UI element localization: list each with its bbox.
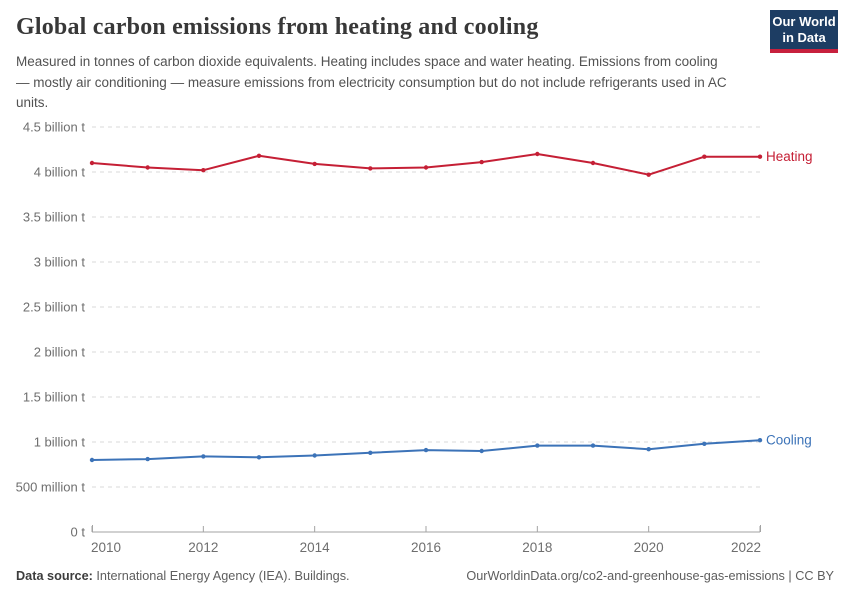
owid-logo-line2: in Data bbox=[782, 30, 826, 45]
heating-data-point[interactable] bbox=[646, 172, 651, 177]
chart-subtitle: Measured in tonnes of carbon dioxide equ… bbox=[16, 54, 727, 111]
cooling-data-point[interactable] bbox=[423, 447, 429, 453]
cooling-data-point[interactable] bbox=[201, 454, 206, 459]
data-source-text: International Energy Agency (IEA). Build… bbox=[92, 569, 350, 583]
y-tick-label: 500 million t bbox=[16, 480, 86, 495]
x-tick-label: 2016 bbox=[411, 540, 441, 555]
x-tick-label: 2022 bbox=[731, 540, 761, 555]
heating-data-point[interactable] bbox=[145, 165, 150, 170]
page-title: Global carbon emissions from heating and… bbox=[16, 14, 539, 40]
cooling-data-point[interactable] bbox=[256, 455, 262, 460]
heating-data-point[interactable] bbox=[757, 154, 763, 159]
cooling-data-point[interactable] bbox=[535, 443, 540, 448]
owid-logo: Our World in Data bbox=[770, 10, 838, 53]
x-tick-label: 2018 bbox=[522, 540, 552, 555]
heating-data-point[interactable] bbox=[479, 159, 484, 165]
cooling-data-point[interactable] bbox=[145, 456, 150, 462]
cooling-data-point[interactable] bbox=[368, 450, 373, 455]
owid-logo-line1: Our World bbox=[772, 14, 836, 29]
heating-data-point[interactable] bbox=[201, 168, 206, 173]
x-tick-label: 2012 bbox=[188, 540, 218, 555]
heating-data-point[interactable] bbox=[312, 161, 317, 167]
x-tick-label: 2020 bbox=[634, 540, 664, 555]
heating-data-point[interactable] bbox=[702, 154, 707, 159]
y-tick-label: 2 billion t bbox=[34, 345, 86, 360]
heating-line[interactable] bbox=[91, 153, 761, 176]
cooling-data-point[interactable] bbox=[479, 448, 484, 454]
cooling-data-point[interactable] bbox=[89, 457, 95, 463]
cooling-data-point[interactable] bbox=[646, 447, 651, 452]
y-tick-label: 4.5 billion t bbox=[23, 120, 86, 135]
y-tick-label: 1.5 billion t bbox=[23, 390, 86, 405]
series-label-heating: Heating bbox=[766, 149, 813, 164]
credit-link[interactable]: OurWorldinData.org/co2-and-greenhouse-ga… bbox=[466, 569, 834, 583]
data-source: Data source: International Energy Agency… bbox=[16, 569, 350, 583]
cooling-data-point[interactable] bbox=[312, 453, 317, 458]
chart-header: Global carbon emissions from heating and… bbox=[16, 14, 732, 114]
heating-data-point[interactable] bbox=[368, 166, 373, 171]
x-tick-label: 2014 bbox=[300, 540, 331, 555]
cooling-data-point[interactable] bbox=[702, 441, 707, 446]
y-tick-label: 2.5 billion t bbox=[23, 300, 86, 315]
heating-data-point[interactable] bbox=[423, 165, 429, 170]
y-tick-label: 3 billion t bbox=[34, 255, 86, 270]
heating-data-point[interactable] bbox=[535, 151, 540, 157]
chart-footer: Data source: International Energy Agency… bbox=[16, 569, 834, 583]
y-tick-label: 1 billion t bbox=[34, 435, 86, 450]
series-label-cooling: Cooling bbox=[766, 433, 812, 448]
heating-data-point[interactable] bbox=[256, 153, 262, 158]
cooling-data-point[interactable] bbox=[757, 438, 763, 443]
cooling-data-point[interactable] bbox=[590, 443, 596, 448]
y-tick-label: 0 t bbox=[71, 525, 86, 540]
data-source-label: Data source: bbox=[16, 569, 93, 583]
heating-data-point[interactable] bbox=[590, 160, 596, 166]
y-tick-label: 4 billion t bbox=[34, 165, 86, 180]
x-tick-label: 2010 bbox=[91, 540, 121, 555]
y-tick-label: 3.5 billion t bbox=[23, 210, 86, 225]
heating-data-point[interactable] bbox=[89, 160, 95, 166]
